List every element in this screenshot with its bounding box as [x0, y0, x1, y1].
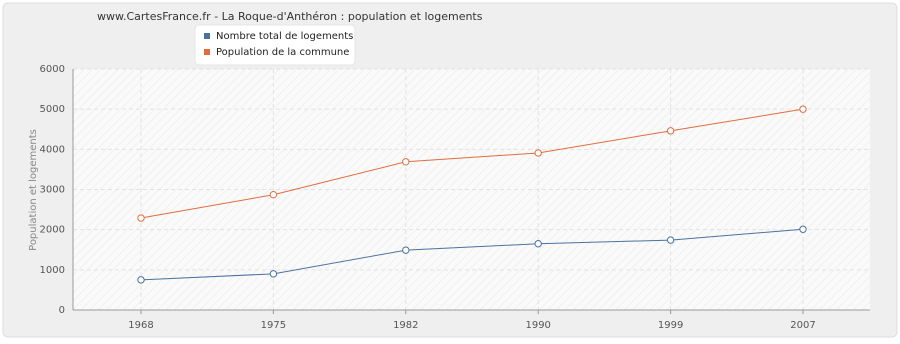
data-point — [666, 127, 675, 135]
x-tick-label: 2007 — [790, 320, 815, 331]
data-point — [402, 246, 410, 254]
x-tick-label: 1975 — [261, 320, 286, 331]
data-point — [402, 158, 410, 166]
y-tick-label: 1000 — [40, 265, 65, 276]
data-point — [269, 191, 278, 199]
y-axis-label: Population et logements — [28, 129, 39, 251]
data-point — [666, 236, 675, 244]
data-point — [137, 214, 145, 222]
data-point — [137, 276, 145, 284]
legend-swatch — [204, 33, 210, 39]
plot-area — [73, 69, 870, 310]
data-point — [269, 270, 278, 278]
data-point — [799, 105, 807, 113]
y-tick-label: 2000 — [40, 225, 65, 236]
data-point — [799, 225, 807, 233]
legend-label: Nombre total de logements — [216, 31, 353, 42]
y-tick-label: 6000 — [40, 64, 65, 75]
series-line — [140, 228, 804, 281]
data-point — [534, 240, 542, 248]
x-tick-label: 1982 — [393, 320, 418, 331]
series-line — [140, 108, 804, 219]
data-point — [534, 149, 542, 157]
chart-title: www.CartesFrance.fr - La Roque-d'Anthéro… — [97, 10, 483, 23]
x-tick-label: 1990 — [525, 320, 550, 331]
x-tick-label: 1999 — [658, 320, 683, 331]
x-tick-label: 1968 — [128, 320, 153, 331]
y-tick-label: 0 — [59, 305, 65, 316]
y-tick-label: 4000 — [40, 144, 65, 155]
legend-swatch — [204, 49, 210, 55]
legend — [194, 24, 356, 66]
y-tick-label: 3000 — [40, 185, 65, 196]
legend-label: Population de la commune — [216, 47, 349, 58]
y-tick-label: 5000 — [40, 104, 65, 115]
